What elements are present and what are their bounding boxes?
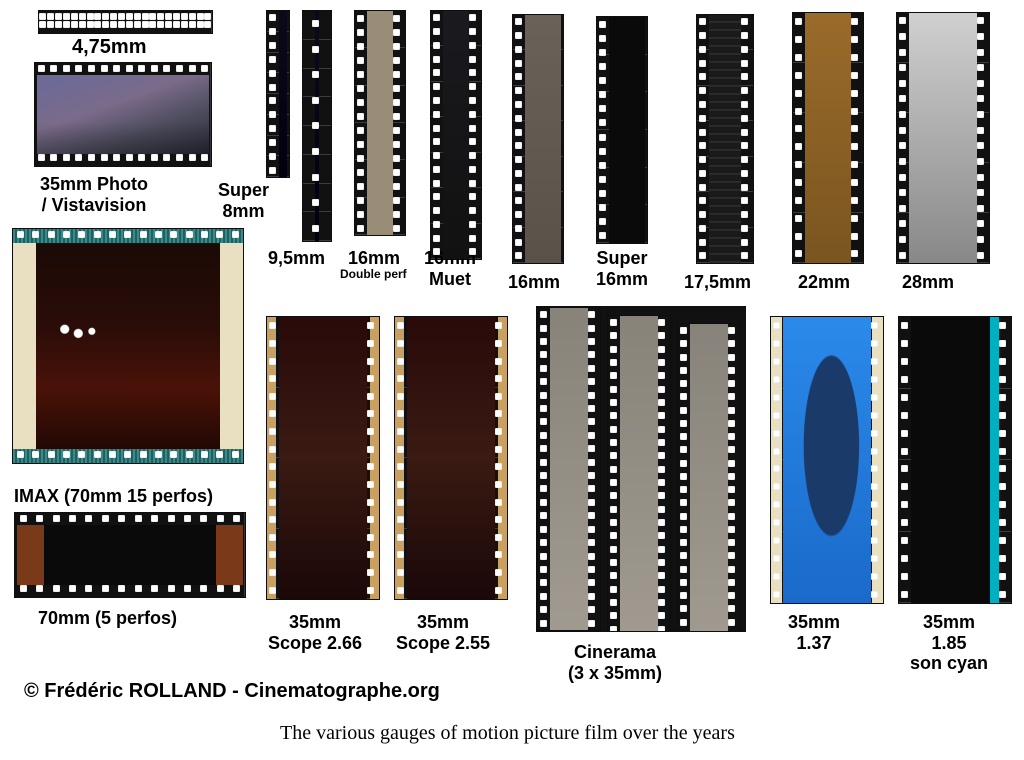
film-strip-s22 [792, 12, 864, 264]
label-s16dp: 16mm [348, 248, 400, 269]
cinerama-lane [537, 307, 601, 631]
cinerama-lane [677, 323, 741, 632]
film-strip-s95 [302, 10, 332, 242]
film-image-area [909, 13, 977, 263]
film-image-area [279, 11, 287, 177]
label-cinerama: Cinerama (3 x 35mm) [568, 642, 662, 683]
film-strip-super8 [266, 10, 290, 178]
film-strip-cinerama [536, 306, 746, 632]
label-imax: IMAX (70mm 15 perfos) [14, 486, 213, 507]
cinerama-lane [607, 315, 671, 632]
label-s475: 4,75mm [72, 36, 147, 59]
film-strip-imax [12, 228, 244, 464]
sublabel-s16dp: Double perf [340, 268, 407, 282]
label-super8: Super 8mm [218, 180, 269, 221]
film-strip-s70 [14, 512, 246, 598]
film-strip-vistavision [34, 62, 212, 167]
credit-line: © Frédéric ROLLAND - Cinematographe.org [24, 680, 440, 703]
label-vistavision: 35mm Photo / Vistavision [40, 174, 148, 215]
label-s175: 17,5mm [684, 272, 751, 293]
film-image-area [525, 15, 561, 263]
label-s95: 9,5mm [268, 248, 325, 269]
film-strip-s175 [696, 14, 754, 264]
film-image-area [911, 317, 999, 603]
film-image-area [367, 11, 393, 235]
label-s16: 16mm [508, 272, 560, 293]
label-s22: 22mm [798, 272, 850, 293]
label-s28: 28mm [902, 272, 954, 293]
film-strip-s475 [38, 10, 213, 34]
film-image-area [17, 525, 243, 585]
film-strip-super16 [596, 16, 648, 244]
label-s35_185: 35mm 1.85 son cyan [910, 612, 988, 674]
film-strip-s28 [896, 12, 990, 264]
label-scope255: 35mm Scope 2.55 [396, 612, 490, 653]
figure-caption: The various gauges of motion picture fil… [280, 722, 735, 745]
film-strip-s35_137 [770, 316, 884, 604]
label-super16: Super 16mm [596, 248, 648, 289]
label-s35_137: 35mm 1.37 [788, 612, 840, 653]
film-strip-scope255 [394, 316, 508, 600]
film-strip-s16 [512, 14, 564, 264]
film-strip-s35_185 [898, 316, 1012, 604]
film-strip-s16dp [354, 10, 406, 236]
film-strip-s16muet [430, 10, 482, 260]
label-scope266: 35mm Scope 2.66 [268, 612, 362, 653]
film-image-area [709, 15, 741, 263]
film-image-area [805, 13, 851, 263]
infographic-stage: 4,75mm 35mm Photo / Vistavision Super 8mm 9… [0, 0, 1024, 760]
label-s70: 70mm (5 perfos) [38, 608, 177, 629]
film-strip-scope266 [266, 316, 380, 600]
film-image-area [609, 17, 645, 243]
film-image-area [443, 11, 469, 259]
film-image-area [37, 75, 209, 154]
